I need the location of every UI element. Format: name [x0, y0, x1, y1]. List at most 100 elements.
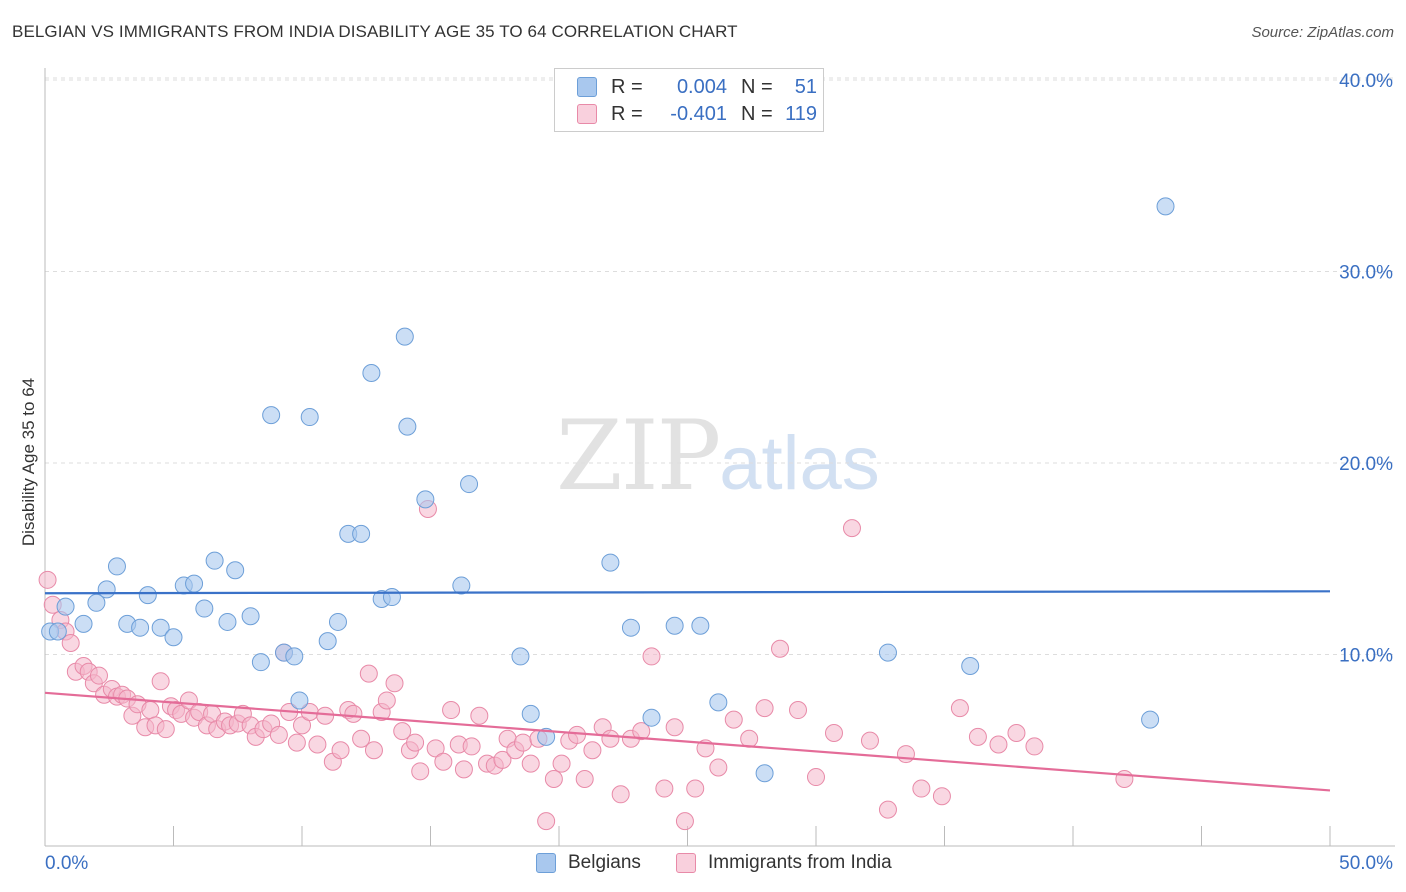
india-point: [537, 812, 556, 831]
legend-r-label: R =: [611, 75, 643, 98]
india-point: [950, 699, 969, 718]
india-point: [842, 519, 861, 538]
india-point: [1025, 737, 1044, 756]
india-point: [352, 729, 371, 748]
trend-lines: [44, 590, 1331, 792]
india-point: [454, 760, 473, 779]
india-point: [632, 722, 651, 741]
legend-label-belgians: Belgians: [568, 852, 641, 873]
india-point: [514, 733, 533, 752]
india-point: [38, 570, 57, 589]
india-point: [771, 639, 790, 658]
india-point: [675, 812, 694, 831]
belgians-point: [511, 647, 530, 666]
belgians-point: [318, 632, 337, 651]
india-point: [442, 701, 461, 720]
belgians-point: [205, 551, 224, 570]
india-point: [364, 741, 383, 760]
india-point: [156, 720, 175, 739]
belgians-point: [131, 618, 150, 637]
legend-item-belgians: Belgians: [536, 852, 641, 874]
legend-swatch-belgians: [536, 853, 556, 873]
y-tick-label: 20.0%: [1339, 454, 1393, 475]
legend-r-value: 0.004: [676, 75, 727, 98]
belgians-trend-line: [44, 590, 1331, 595]
belgians-point: [878, 643, 897, 662]
india-point: [1007, 724, 1026, 743]
belgians-point: [382, 588, 401, 607]
legend-row-belgians: R = 0.004 N = 51: [577, 74, 817, 100]
belgians-point: [290, 691, 309, 710]
legend-n-label: N =: [741, 102, 773, 125]
india-point: [878, 800, 897, 819]
belgians-point: [395, 327, 414, 346]
india-point: [293, 716, 311, 735]
belgians-point: [537, 727, 556, 746]
india-point: [493, 750, 512, 769]
india-point: [755, 699, 774, 718]
belgians-point: [521, 704, 540, 723]
india-point: [740, 729, 759, 748]
legend-n-value: 51: [794, 75, 817, 98]
india-point: [575, 769, 594, 788]
belgians-point: [460, 475, 479, 494]
india-point: [521, 754, 540, 773]
india-point: [807, 768, 825, 787]
belgians-point: [642, 708, 661, 727]
y-tick-label: 30.0%: [1339, 263, 1393, 284]
india-point: [665, 718, 684, 737]
belgians-point: [1156, 197, 1175, 216]
india-point: [462, 737, 481, 756]
y-tick-label: 10.0%: [1339, 646, 1393, 667]
belgians-point: [665, 616, 684, 635]
belgians-point: [97, 580, 116, 599]
legend-r-label: R =: [611, 102, 643, 125]
india-point: [583, 741, 602, 760]
belgians-point: [755, 764, 774, 783]
legend-row-india: R = -0.401 N = 119: [577, 101, 817, 127]
india-point: [824, 724, 843, 743]
india-point: [932, 787, 951, 806]
india-point: [287, 733, 306, 752]
india-point: [655, 779, 674, 798]
belgians-point: [48, 622, 67, 641]
belgians-points: [41, 197, 1175, 783]
belgians-point: [185, 574, 204, 593]
india-point: [434, 752, 453, 771]
grid-layer: [45, 77, 1395, 655]
india-point: [724, 710, 743, 729]
belgians-point: [262, 406, 281, 425]
india-point: [359, 664, 378, 683]
belgians-point: [398, 417, 417, 436]
belgians-point: [107, 557, 126, 576]
india-point: [611, 785, 630, 804]
india-point: [141, 701, 160, 720]
india-point: [426, 739, 445, 758]
belgians-point: [300, 408, 319, 427]
india-point: [642, 647, 661, 666]
tick-labels: 10.0% 20.0% 30.0% 40.0% 0.0% 50.0% Disability …: [19, 71, 1393, 874]
belgians-point: [1141, 710, 1160, 729]
belgians-point: [961, 656, 980, 675]
legend-swatch-india: [676, 853, 696, 873]
belgians-point: [87, 593, 106, 612]
legend-swatch-pink: [577, 104, 597, 124]
belgians-point: [251, 653, 270, 672]
india-point: [331, 741, 350, 760]
india-point: [912, 779, 931, 798]
legend-n-value: 119: [785, 102, 817, 125]
belgians-point: [218, 612, 237, 631]
belgians-point: [285, 647, 304, 666]
stats-legend: R = 0.004 N = 51 R = -0.401 N = 119: [554, 68, 824, 132]
belgians-point: [195, 599, 214, 618]
source-credit: Source: ZipAtlas.com: [1251, 24, 1394, 41]
belgians-point: [241, 607, 260, 626]
belgians-point: [138, 586, 157, 605]
india-point: [789, 701, 808, 720]
india-point: [601, 729, 620, 748]
legend-n-label: N =: [741, 75, 773, 98]
india-point: [860, 731, 879, 750]
belgians-point: [56, 597, 75, 616]
india-point: [968, 727, 987, 746]
india-point: [89, 666, 108, 685]
